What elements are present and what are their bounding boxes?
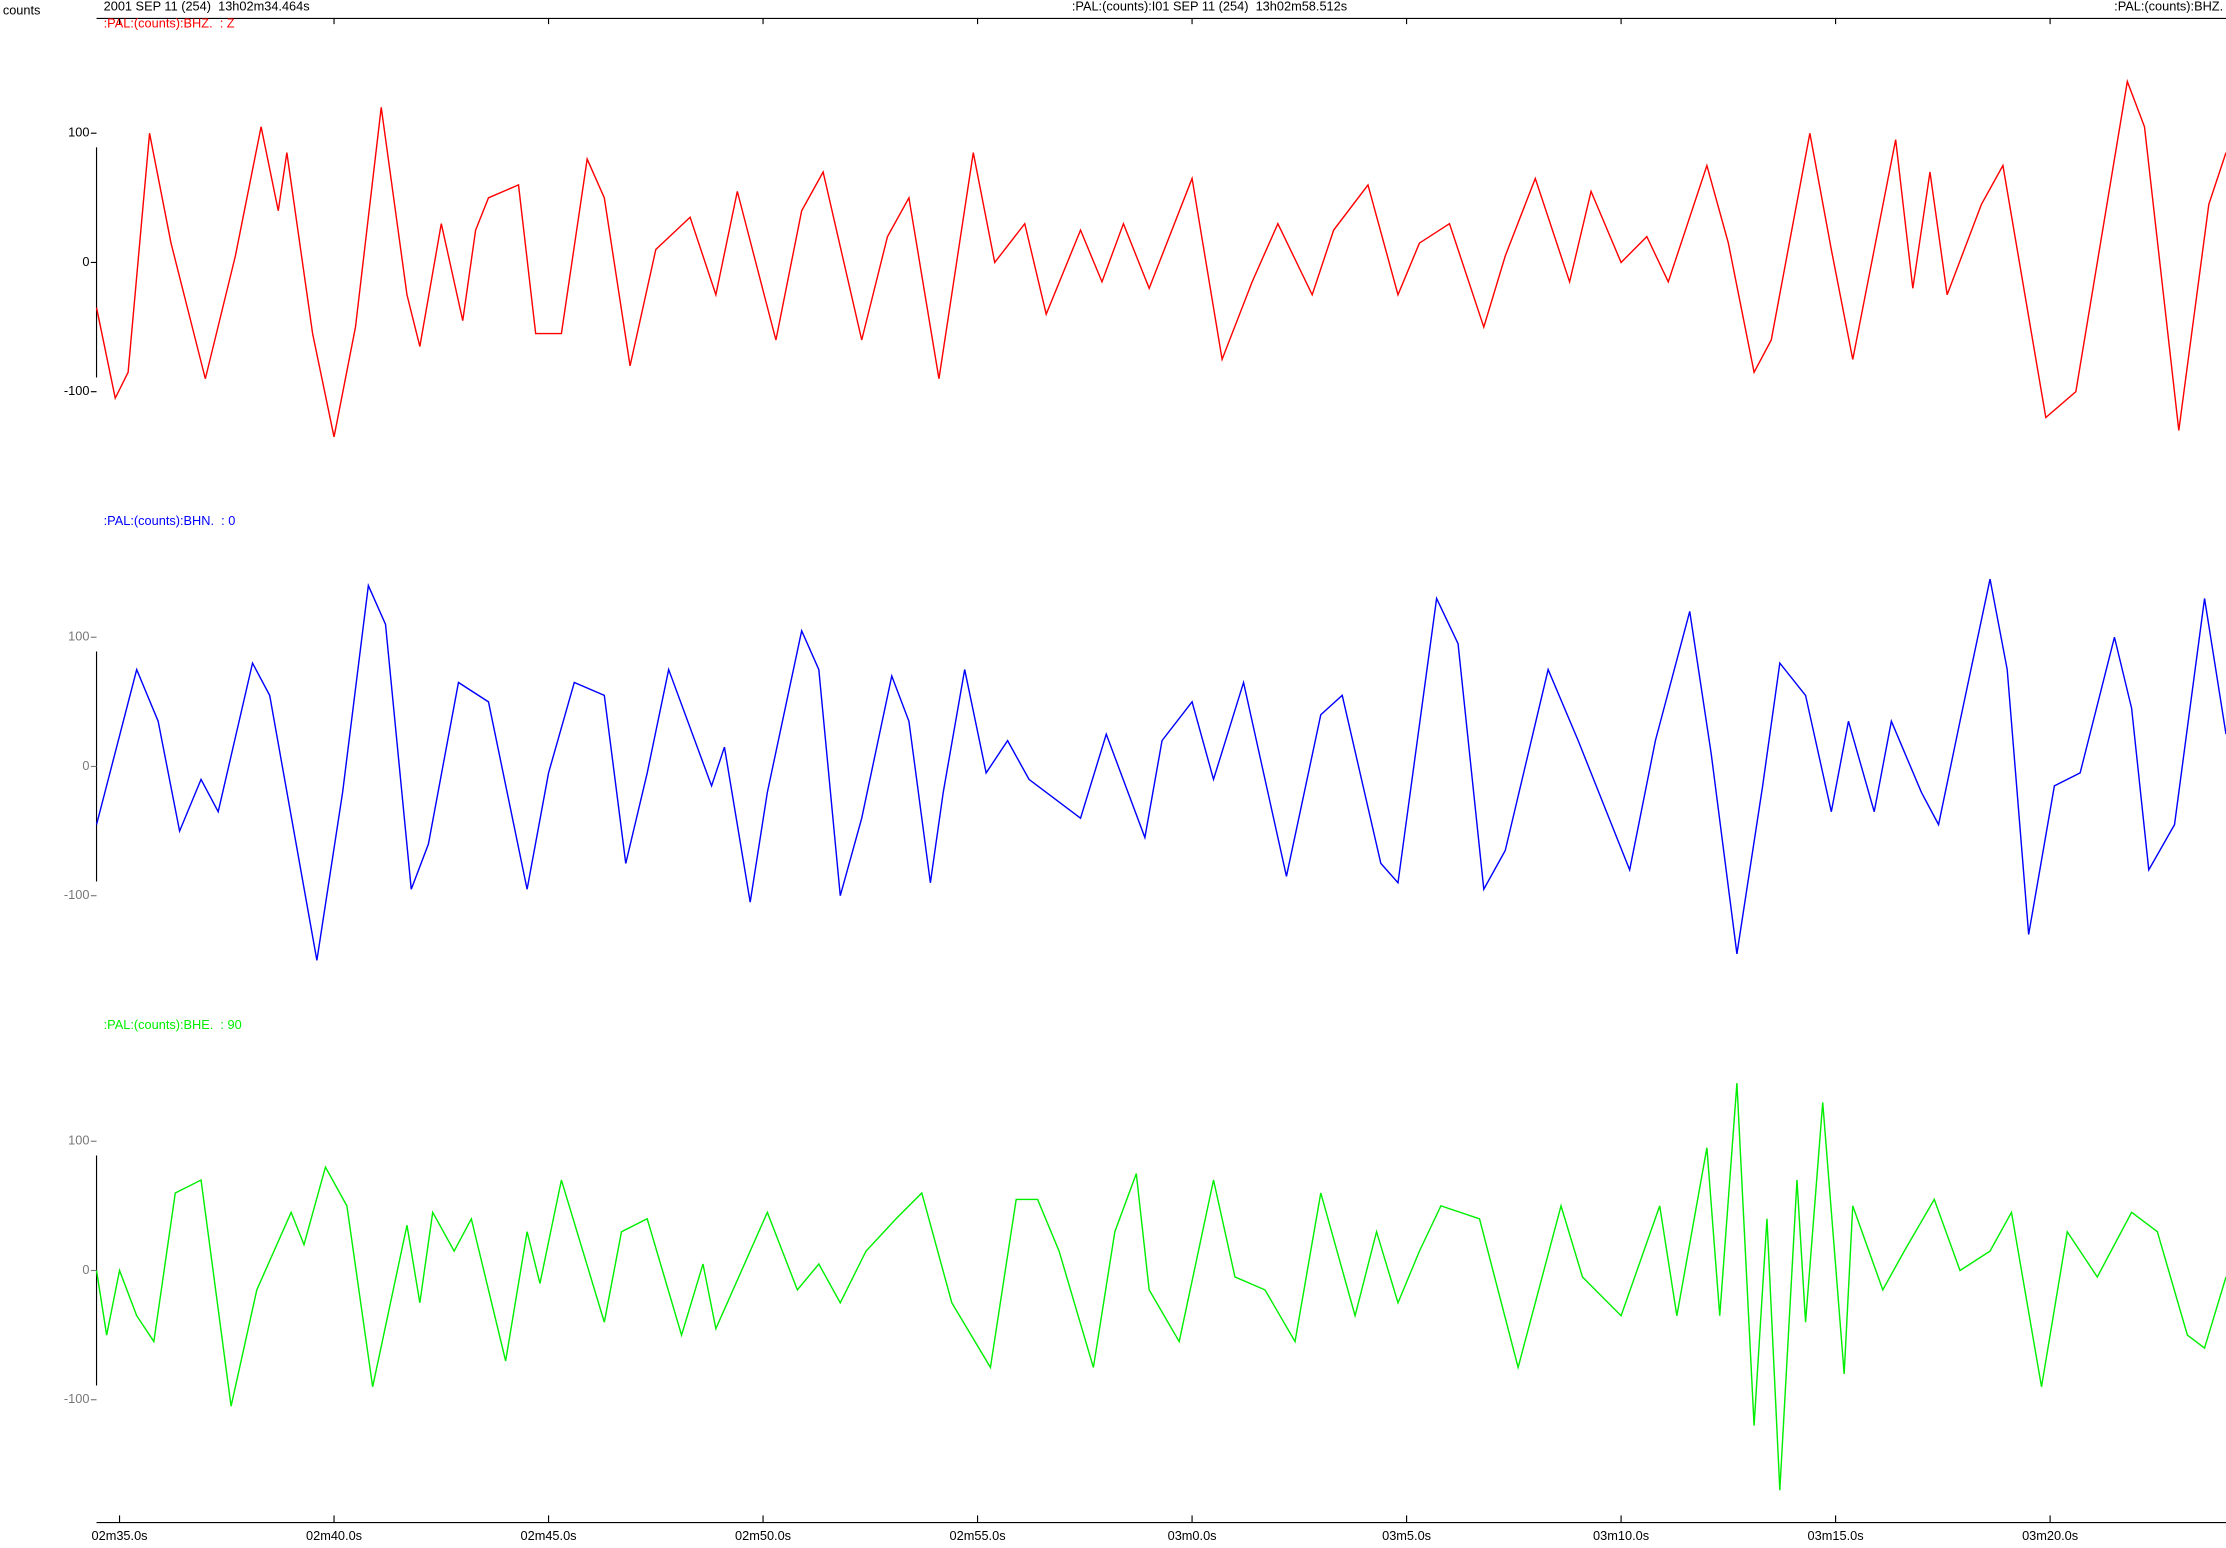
- start-time: 2001 SEP 11 (254) 13h02m34.464s: [104, 0, 310, 13]
- trace: [95, 578, 2226, 961]
- y-tick-label: -100: [64, 1391, 90, 1406]
- x-tick-label: 03m10.0s: [1593, 1528, 1649, 1543]
- x-tick-label: 02m40.0s: [306, 1528, 362, 1543]
- y-tick-label: 100: [68, 125, 89, 140]
- y-tick-label: 0: [82, 758, 89, 773]
- y-tick-label: 0: [82, 254, 89, 269]
- y-tick-label: 100: [68, 1133, 89, 1148]
- y-tick-label: 0: [82, 1262, 89, 1277]
- x-tick-label: 03m0.0s: [1168, 1528, 1217, 1543]
- trace: [95, 1083, 2226, 1491]
- x-tick-label: 02m45.0s: [521, 1528, 577, 1543]
- trace-title: :PAL:(counts):BHZ. : Z: [104, 16, 235, 31]
- y-tick-label: 100: [68, 629, 89, 644]
- x-tick-label: 03m20.0s: [2022, 1528, 2078, 1543]
- units-label: counts: [3, 3, 41, 18]
- y-tick-label: -100: [64, 887, 90, 902]
- y-tick-label: -100: [64, 383, 90, 398]
- trace-title: :PAL:(counts):BHE. : 90: [104, 1017, 242, 1032]
- x-tick-label: 02m35.0s: [92, 1528, 148, 1543]
- trace-title: :PAL:(counts):BHN. : 0: [104, 513, 236, 528]
- x-tick-label: 03m15.0s: [1808, 1528, 1864, 1543]
- x-tick-label: 02m50.0s: [735, 1528, 791, 1543]
- channel-label: :PAL:(counts):BHZ.: [2114, 0, 2223, 13]
- x-tick-label: 02m55.0s: [950, 1528, 1006, 1543]
- cursor-time: :PAL:(counts):I01 SEP 11 (254) 13h02m58.…: [1072, 0, 1347, 13]
- trace: [95, 78, 2226, 438]
- x-tick-label: 03m5.0s: [1382, 1528, 1431, 1543]
